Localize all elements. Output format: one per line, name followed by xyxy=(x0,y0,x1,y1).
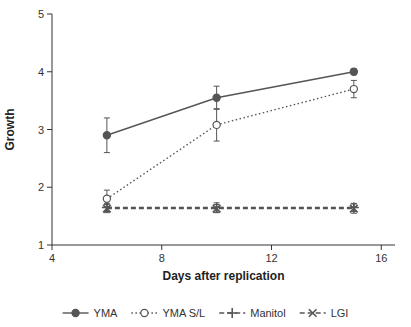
x-axis-label: Days after replication xyxy=(162,269,284,283)
series-line xyxy=(107,72,354,136)
legend: YMA YMA S/L Manitol LGI xyxy=(63,307,349,319)
y-tick-label: 3 xyxy=(38,124,44,136)
y-axis-label: Growth xyxy=(3,109,17,151)
x-axis-line xyxy=(52,245,395,246)
series-line xyxy=(107,207,354,208)
legend-marker xyxy=(227,308,237,318)
y-tick xyxy=(47,187,52,188)
data-point xyxy=(212,202,222,212)
x-tick-label: 16 xyxy=(375,252,387,264)
data-point xyxy=(350,68,357,75)
legend-label: YMA xyxy=(94,307,119,319)
y-tick-label: 5 xyxy=(38,8,44,20)
y-tick-label: 4 xyxy=(38,66,44,78)
x-tick xyxy=(52,245,53,250)
data-point xyxy=(103,132,110,139)
error-bar xyxy=(351,80,357,97)
y-tick-label: 2 xyxy=(38,181,44,193)
x-tick xyxy=(271,245,272,250)
plot-area xyxy=(102,68,359,213)
y-tick xyxy=(47,14,52,15)
series xyxy=(103,68,357,152)
legend-item: YMA xyxy=(63,307,119,319)
chart: 48121612345Days after replicationGrowthY… xyxy=(0,0,411,327)
legend-marker xyxy=(141,309,148,316)
legend-label: LGI xyxy=(331,307,349,319)
legend-item: YMA S/L xyxy=(131,307,205,319)
data-point xyxy=(349,202,359,212)
x-tick-label: 12 xyxy=(265,252,277,264)
y-tick-label: 1 xyxy=(38,239,44,251)
legend-item: Manitol xyxy=(219,307,285,319)
x-tick-label: 4 xyxy=(49,252,55,264)
data-point xyxy=(103,195,110,202)
x-tick xyxy=(161,245,162,250)
x-tick-label: 8 xyxy=(159,252,165,264)
error-bar xyxy=(351,69,357,75)
x-tick xyxy=(381,245,382,250)
legend-marker xyxy=(72,309,79,316)
legend-item: LGI xyxy=(300,307,349,319)
error-bar xyxy=(214,86,220,109)
error-bar xyxy=(214,109,220,141)
error-bar xyxy=(104,190,110,207)
series-line xyxy=(107,208,354,209)
y-tick xyxy=(47,129,52,130)
data-point xyxy=(213,94,220,101)
data-point xyxy=(213,121,220,128)
series xyxy=(102,202,359,212)
series-line xyxy=(107,89,354,199)
y-tick xyxy=(47,245,52,246)
series xyxy=(103,80,357,207)
data-point xyxy=(350,85,357,92)
legend-label: Manitol xyxy=(250,307,285,319)
legend-label: YMA S/L xyxy=(162,307,205,319)
y-tick xyxy=(47,71,52,72)
error-bar xyxy=(104,118,110,153)
series xyxy=(103,204,358,213)
legend-marker xyxy=(309,309,317,317)
